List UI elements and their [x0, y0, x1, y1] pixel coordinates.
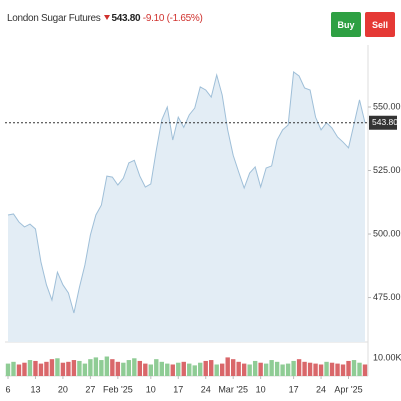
volume-bar [198, 362, 203, 376]
volume-bar [55, 358, 60, 376]
volume-bar [296, 359, 302, 376]
volume-bar [220, 363, 225, 376]
y-tick-label: 475.00 [373, 292, 401, 302]
volume-bar [209, 360, 214, 376]
volume-tick-label: 10.00K [373, 353, 401, 363]
volume-bar [16, 364, 22, 376]
volume-bar [71, 360, 77, 376]
volume-bar [132, 358, 137, 376]
volume-bar [291, 360, 296, 376]
volume-bar [115, 361, 121, 376]
price: 543.80 [111, 13, 141, 24]
x-tick-label: 20 [58, 384, 68, 394]
volume-bar [247, 364, 252, 376]
volume-bar [154, 359, 159, 376]
volume-bar [143, 363, 148, 376]
volume-bar [230, 359, 236, 376]
volume-bar [263, 363, 269, 376]
volume-bar [236, 361, 241, 376]
volume-bar [357, 362, 362, 376]
volume-bar [5, 363, 11, 376]
volume-bar [77, 360, 82, 376]
sell-button[interactable]: Sell [365, 12, 395, 37]
volume-bar [137, 360, 143, 376]
volume-bar [340, 364, 346, 376]
volume-bar [324, 361, 329, 376]
volume-bar [258, 362, 263, 376]
volume-bar [335, 363, 340, 376]
x-tick-label: 6 [5, 384, 10, 394]
down-arrow [103, 15, 110, 20]
volume-bar [22, 362, 27, 376]
x-tick-label: 24 [201, 384, 211, 394]
volume-bar [346, 360, 351, 376]
change: -9.10 [142, 13, 165, 24]
volume-bar [66, 361, 71, 376]
volume-bar [121, 362, 126, 376]
change-pct: (-1.65%) [166, 13, 203, 24]
volume-bar [362, 364, 368, 376]
volume-bar [181, 361, 186, 376]
volume-bar [241, 363, 247, 376]
last-price-label: 543.80 [372, 117, 398, 127]
volume-bar [351, 360, 357, 376]
volume-bar [214, 364, 219, 376]
buy-button[interactable]: Buy [331, 12, 361, 37]
y-tick-label: 550.00 [373, 101, 401, 111]
volume-bar [126, 360, 132, 376]
volume-bar [225, 357, 230, 376]
price-line [7, 71, 366, 314]
volume-bar [252, 360, 258, 376]
volume-bar [329, 362, 335, 376]
volume-bar [313, 363, 318, 376]
x-tick-label: 27 [85, 384, 95, 394]
volume-bar [269, 360, 274, 376]
x-tick-label: Apr '25 [334, 384, 362, 394]
volume-bar [285, 363, 291, 376]
volume-bar [318, 364, 324, 376]
volume-bar [203, 360, 208, 376]
volume-bar [110, 359, 115, 376]
volume-bar [88, 359, 93, 376]
volume-bar [192, 365, 197, 376]
volume-bar [165, 363, 170, 376]
volume-bar [187, 363, 192, 376]
volume-bar [148, 364, 153, 376]
y-tick-label: 525.00 [373, 165, 401, 175]
x-tick-label: Mar '25 [218, 384, 248, 394]
volume-bar [27, 360, 33, 376]
volume-bar [302, 361, 307, 376]
y-tick-label: 500.00 [373, 228, 401, 238]
volume-bar [99, 360, 104, 376]
x-tick-label: 17 [289, 384, 299, 394]
volume-bar [307, 362, 313, 376]
volume-bar [44, 361, 49, 376]
x-tick-label: 10 [256, 384, 266, 394]
volume-bar [33, 360, 38, 376]
volume-bar [38, 363, 44, 376]
volume-bar [60, 362, 66, 376]
volume-bar [93, 357, 99, 376]
x-tick-label: 17 [173, 384, 183, 394]
volume-bar [11, 361, 16, 376]
volume-bar [176, 362, 181, 376]
volume-bar [104, 356, 110, 376]
volume-bar [49, 359, 55, 376]
x-tick-label: Feb '25 [103, 384, 133, 394]
volume-bar [274, 361, 280, 376]
last-price-box [369, 115, 397, 130]
volume-bar [280, 364, 285, 376]
volume-bar [159, 361, 164, 376]
volume-bar [82, 363, 88, 376]
x-tick-label: 24 [316, 384, 326, 394]
instrument-title: London Sugar Futures [7, 13, 101, 24]
volume-bar [170, 364, 175, 376]
x-tick-label: 13 [30, 384, 40, 394]
header: London Sugar Futures 543.80 -9.10 (-1.65%… [7, 13, 203, 24]
price-area [8, 71, 365, 343]
x-tick-label: 10 [146, 384, 156, 394]
